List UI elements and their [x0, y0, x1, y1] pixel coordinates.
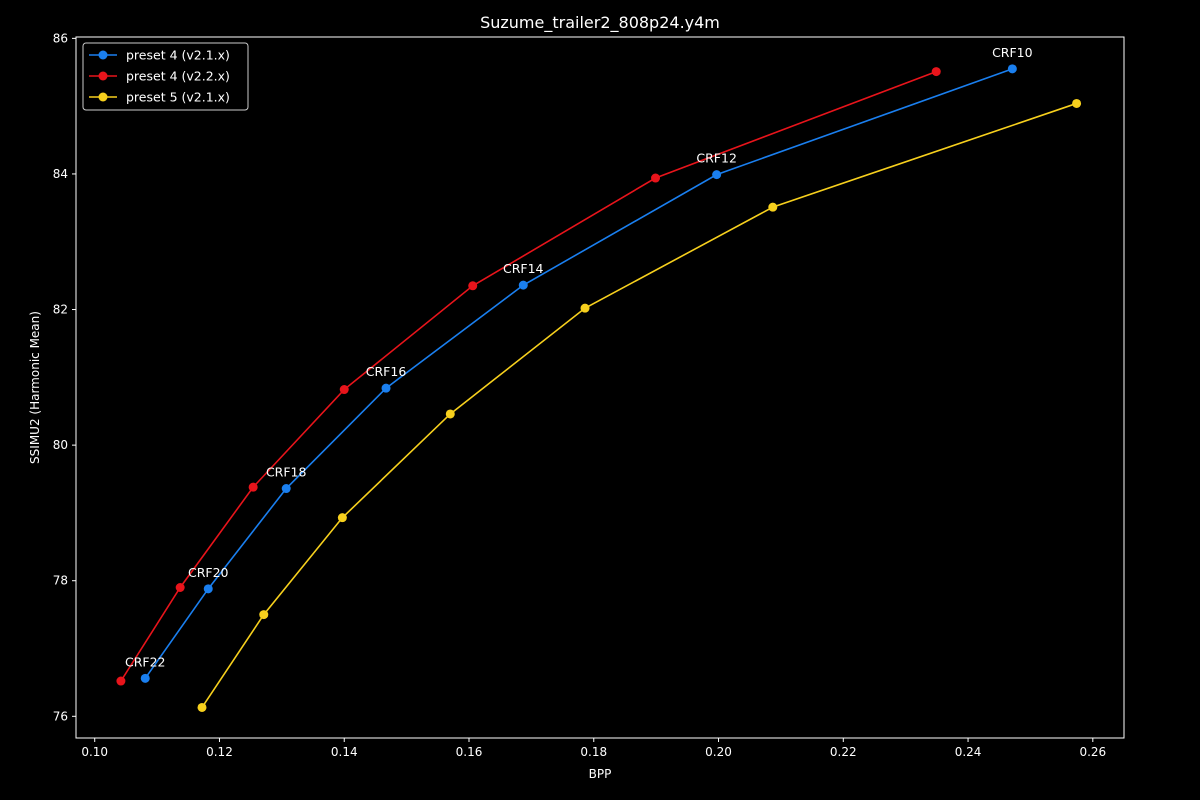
- x-tick-label: 0.12: [206, 745, 233, 759]
- y-axis-label: SSIMU2 (Harmonic Mean): [28, 311, 42, 464]
- data-point: [259, 610, 269, 620]
- legend-swatch-marker: [98, 71, 108, 81]
- x-tick-label: 0.10: [81, 745, 108, 759]
- legend-swatch-marker: [98, 50, 108, 60]
- data-point: [518, 280, 528, 290]
- series-1: [140, 64, 1017, 683]
- data-point: [140, 673, 150, 683]
- data-point: [1072, 98, 1082, 108]
- y-tick-label: 82: [53, 303, 68, 317]
- plot-frame: [75, 36, 1125, 739]
- legend: preset 4 (v2.1.x) preset 4 (v2.2.x) preset…: [82, 42, 249, 111]
- chart-title: Suzume_trailer2_808p24.y4m: [480, 13, 720, 33]
- data-point: [1007, 64, 1017, 74]
- plot-area: CRF22 CRF20 CRF18 CRF16 CRF14 CRF12 CRF10: [116, 45, 1082, 712]
- legend-box: [82, 42, 249, 111]
- series-2: [116, 67, 941, 686]
- data-point: [468, 281, 478, 291]
- crf-annotation: CRF22: [125, 654, 166, 669]
- data-point: [651, 173, 661, 183]
- data-point: [197, 702, 207, 712]
- y-tick-label: 80: [53, 438, 68, 452]
- data-point: [281, 484, 291, 494]
- x-tick-label: 0.22: [830, 745, 857, 759]
- x-tick-label: 0.16: [456, 745, 483, 759]
- data-point: [175, 582, 185, 592]
- axes: 0.10 0.12 0.14 0.16 0.18 0.20 0.22 0.24 0.26 76 78…: [53, 31, 1106, 759]
- series-3: [197, 98, 1082, 712]
- legend-swatch-marker: [98, 92, 108, 102]
- crf-annotation: CRF14: [503, 261, 544, 276]
- x-axis-label: BPP: [589, 767, 612, 781]
- legend-item: preset 5 (v2.1.x): [89, 90, 230, 105]
- y-tick-label: 84: [53, 167, 68, 181]
- data-point: [580, 303, 590, 313]
- data-point: [337, 513, 347, 523]
- data-point: [248, 482, 258, 492]
- x-tick-label: 0.20: [705, 745, 732, 759]
- crf-annotation: CRF20: [188, 565, 229, 580]
- data-point: [931, 67, 941, 77]
- data-point: [445, 409, 455, 419]
- crf-annotation: CRF12: [696, 151, 737, 166]
- data-point: [712, 170, 722, 180]
- data-point: [381, 383, 391, 393]
- legend-label: preset 4 (v2.1.x): [126, 48, 230, 63]
- x-tick-label: 0.26: [1079, 745, 1106, 759]
- legend-item: preset 4 (v2.2.x): [89, 69, 230, 84]
- x-tick-label: 0.14: [331, 745, 358, 759]
- legend-item: preset 4 (v2.1.x): [89, 48, 230, 63]
- data-point: [203, 584, 213, 594]
- y-tick-label: 78: [53, 574, 68, 588]
- legend-label: preset 4 (v2.2.x): [126, 69, 230, 84]
- crf-annotation: CRF16: [366, 364, 407, 379]
- crf-annotation: CRF10: [992, 45, 1033, 60]
- data-point: [116, 676, 126, 686]
- data-point: [768, 202, 778, 212]
- x-tick-label: 0.18: [580, 745, 607, 759]
- legend-label: preset 5 (v2.1.x): [126, 90, 230, 105]
- data-point: [339, 385, 349, 395]
- y-tick-label: 76: [53, 709, 68, 723]
- x-tick-label: 0.24: [955, 745, 982, 759]
- y-tick-label: 86: [53, 31, 68, 45]
- crf-annotation: CRF18: [266, 465, 307, 480]
